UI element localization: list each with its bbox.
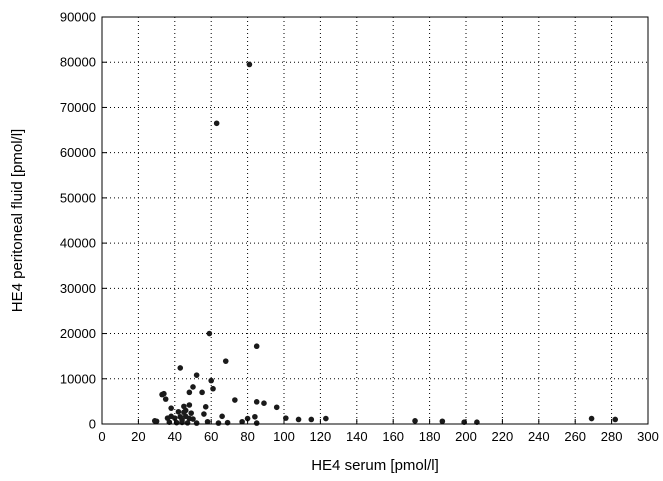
plot-frame bbox=[101, 16, 649, 425]
data-point bbox=[204, 418, 211, 425]
y-tick-label: 20000 bbox=[60, 326, 96, 341]
x-axis-ticks: 0 20 40 60 80 100 120 140 160 180 200 220 240 260 280 3… bbox=[98, 419, 659, 444]
data-point bbox=[201, 411, 207, 417]
x-tick-label: 80 bbox=[240, 429, 254, 444]
x-tick-label: 260 bbox=[564, 429, 586, 444]
x-tick-label: 160 bbox=[382, 429, 404, 444]
data-point bbox=[308, 416, 315, 423]
data-point bbox=[153, 418, 160, 425]
y-tick-label: 60000 bbox=[60, 145, 96, 160]
data-point bbox=[222, 358, 229, 364]
data-point bbox=[177, 365, 184, 371]
x-tick-label: 220 bbox=[492, 429, 514, 444]
y-axis-ticks: 0 10000 20000 30000 40000 50000 60000 70000 8000… bbox=[60, 10, 107, 432]
x-tick-label: 300 bbox=[637, 429, 659, 444]
x-tick-label: 100 bbox=[273, 429, 295, 444]
data-point bbox=[295, 416, 302, 423]
x-tick-label: 20 bbox=[131, 429, 145, 444]
data-points bbox=[151, 61, 619, 426]
data-point bbox=[253, 420, 260, 426]
x-tick-label: 240 bbox=[528, 429, 550, 444]
y-tick-label: 90000 bbox=[60, 10, 96, 25]
data-point bbox=[253, 343, 260, 350]
data-point bbox=[193, 372, 200, 378]
data-point bbox=[206, 330, 213, 337]
x-axis-title: HE4 serum [pmol/l] bbox=[311, 457, 439, 474]
data-point bbox=[244, 415, 251, 422]
data-point bbox=[159, 391, 165, 398]
data-point bbox=[162, 396, 169, 402]
data-point bbox=[273, 404, 280, 411]
data-point bbox=[186, 402, 193, 408]
data-point bbox=[184, 420, 191, 426]
x-tick-label: 200 bbox=[455, 429, 477, 444]
data-point bbox=[215, 420, 222, 426]
data-point bbox=[588, 415, 595, 422]
data-point bbox=[186, 389, 193, 396]
data-point bbox=[190, 384, 196, 390]
data-point bbox=[172, 415, 178, 421]
y-tick-label: 40000 bbox=[60, 236, 96, 251]
x-tick-label: 40 bbox=[168, 429, 182, 444]
data-point bbox=[193, 420, 200, 426]
data-point bbox=[210, 385, 216, 392]
data-point bbox=[202, 404, 209, 410]
data-point bbox=[252, 413, 258, 420]
data-point bbox=[188, 410, 194, 416]
x-tick-label: 180 bbox=[419, 429, 441, 444]
data-point bbox=[239, 418, 245, 425]
data-point bbox=[253, 399, 260, 405]
y-tick-label: 70000 bbox=[60, 100, 96, 115]
x-tick-label: 60 bbox=[204, 429, 218, 444]
grid-lines bbox=[102, 17, 648, 424]
data-point bbox=[246, 61, 253, 68]
data-point bbox=[232, 397, 238, 403]
data-point bbox=[219, 413, 225, 420]
data-point bbox=[323, 415, 329, 422]
data-point bbox=[208, 377, 214, 384]
data-point bbox=[190, 416, 196, 422]
y-tick-label: 50000 bbox=[60, 190, 96, 205]
data-point bbox=[168, 405, 174, 411]
x-tick-label: 120 bbox=[310, 429, 332, 444]
y-tick-label: 80000 bbox=[60, 55, 96, 70]
y-tick-label: 0 bbox=[89, 417, 96, 432]
x-tick-label: 280 bbox=[601, 429, 623, 444]
data-point bbox=[412, 418, 418, 424]
y-axis-title: HE4 peritoneal fluid [pmol/l] bbox=[9, 129, 26, 312]
y-tick-label: 30000 bbox=[60, 281, 96, 296]
data-point bbox=[224, 419, 231, 426]
y-tick-label: 10000 bbox=[60, 371, 96, 386]
data-point bbox=[213, 120, 220, 127]
data-point bbox=[261, 400, 267, 406]
data-point bbox=[199, 389, 205, 396]
x-tick-label: 0 bbox=[98, 429, 105, 444]
data-point bbox=[612, 416, 619, 423]
x-tick-label: 140 bbox=[346, 429, 368, 444]
data-point bbox=[439, 418, 446, 425]
data-point bbox=[175, 408, 182, 415]
